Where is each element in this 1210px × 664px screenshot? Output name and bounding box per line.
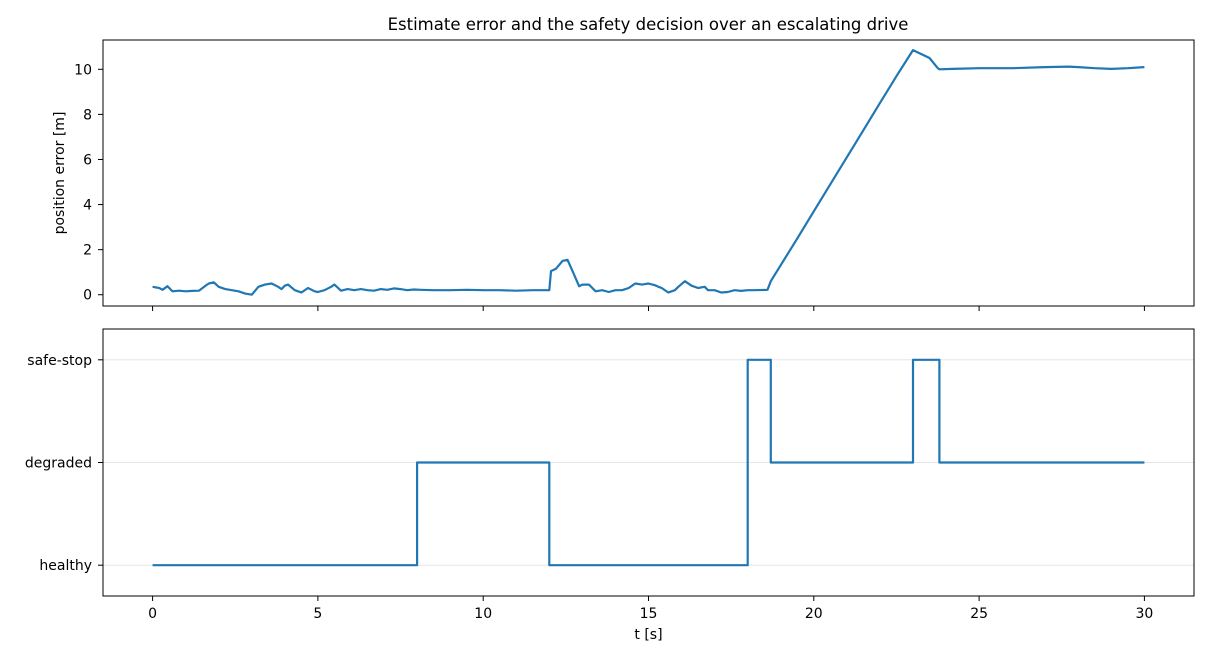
panel-2-y-tick-label: healthy <box>39 558 92 574</box>
panel-1-y-tick-label: 4 <box>83 198 92 214</box>
panel-2-x-axis-label: t [s] <box>634 627 662 643</box>
panel-1-y-tick-label: 10 <box>74 62 92 78</box>
panel-1-axes-frame <box>102 39 1195 307</box>
panel-2-series-line <box>152 358 1145 567</box>
panel-1-series-line <box>152 48 1145 296</box>
panel-1-y-tick-label: 8 <box>83 107 92 123</box>
panel-2-x-tick-label: 25 <box>970 606 988 622</box>
panel-1-y-axis-label: position error [m] <box>52 112 68 235</box>
panel-2-x-tick-label: 10 <box>474 606 492 622</box>
panel-2-x-tick-label: 5 <box>313 606 322 622</box>
panel-2-x-tick-label: 15 <box>640 606 658 622</box>
chart-title: Estimate error and the safety decision o… <box>388 15 909 34</box>
panel-2-axes-frame <box>102 328 1195 597</box>
panel-2-y-tick-label: safe-stop <box>27 353 92 369</box>
panel-1-y-tick-label: 2 <box>83 243 92 259</box>
panel-2-x-tick-label: 20 <box>805 606 823 622</box>
panel-1-y-tick-label: 6 <box>83 152 92 168</box>
panel-2-x-tick-label: 30 <box>1135 606 1153 622</box>
panel-2-x-tick-label: 0 <box>148 606 157 622</box>
panel-1-y-tick-label: 0 <box>83 288 92 304</box>
panel-2-y-tick-label: degraded <box>25 456 92 472</box>
